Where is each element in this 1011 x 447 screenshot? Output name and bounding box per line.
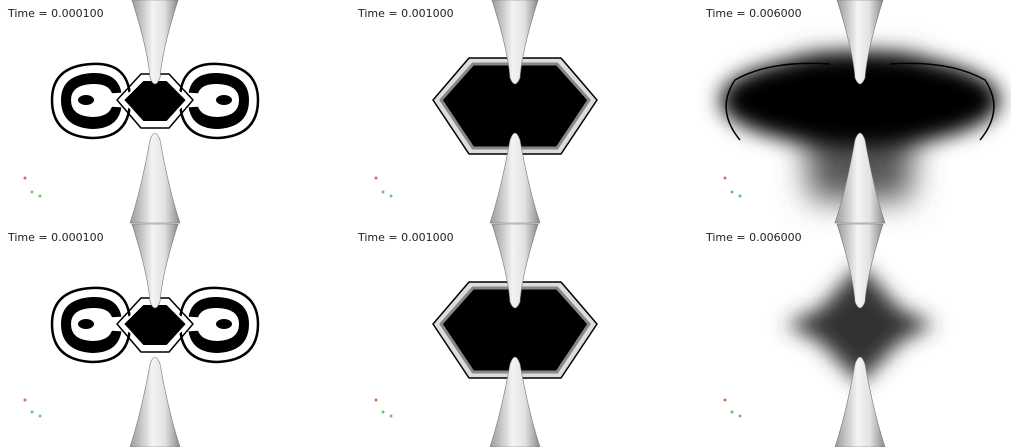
- time-label: Time = 0.006000: [705, 7, 802, 20]
- time-label: Time = 0.000100: [7, 7, 104, 20]
- time-label: Time = 0.000100: [7, 231, 104, 244]
- time-label: Time = 0.001000: [357, 7, 454, 20]
- time-label: Time = 0.001000: [357, 231, 454, 244]
- time-label: Time = 0.006000: [705, 231, 802, 244]
